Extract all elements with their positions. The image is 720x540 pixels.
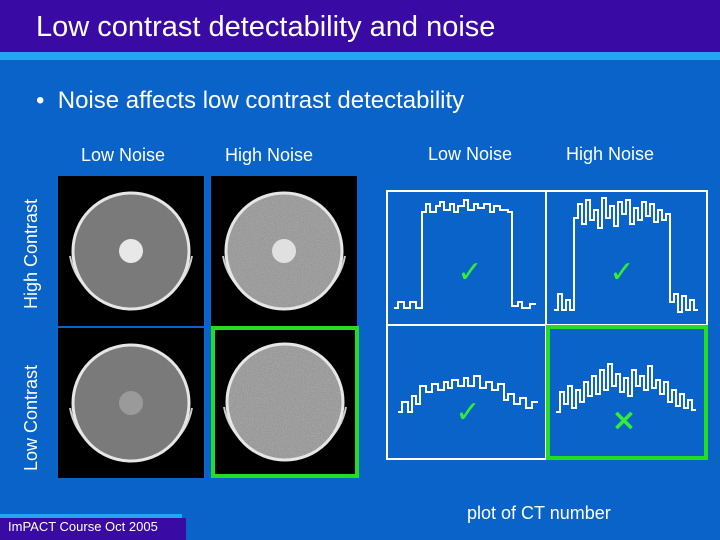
- footer-tab: [0, 518, 186, 540]
- slide-title: Low contrast detectability and noise: [36, 11, 496, 43]
- check-mark: ✓: [457, 255, 482, 290]
- ct-image-low-noise-low-contrast: [58, 328, 204, 478]
- check-mark: ✓: [455, 395, 480, 430]
- plot-caption: plot of CT number: [467, 503, 611, 523]
- title-bar: [0, 0, 720, 52]
- check-mark: ✓: [609, 255, 634, 290]
- title-accent-stripe: [0, 52, 720, 60]
- profile-high-noise-high-contrast: [554, 197, 698, 313]
- image-col-label-high-noise: High Noise: [225, 145, 314, 165]
- plot-col-label-low-noise: Low Noise: [428, 144, 513, 164]
- bullet-point: • Noise affects low contrast detectabili…: [36, 87, 464, 115]
- plot-highlight-box: [546, 325, 708, 460]
- profile-low-noise-low-contrast: [398, 375, 538, 413]
- ct-image-high-noise-low-contrast: [211, 326, 359, 478]
- bullet-text: Noise affects low contrast detectability: [57, 87, 465, 114]
- highlight-box: [211, 326, 359, 478]
- ct-number-plots: ✓ ✓ ✓ ×: [386, 190, 708, 460]
- ct-image-low-noise-high-contrast: [58, 176, 204, 326]
- ct-image-high-noise-high-contrast: [211, 176, 357, 326]
- cross-mark: ×: [611, 403, 636, 438]
- profile-high-noise-low-contrast: [556, 363, 696, 413]
- image-col-label-low-noise: Low Noise: [81, 145, 166, 165]
- profile-low-noise-high-contrast: [394, 199, 536, 309]
- plot-col-label-high-noise: High Noise: [566, 144, 655, 164]
- bullet-marker: •: [36, 87, 45, 114]
- row-label-low-contrast: Low Contrast: [21, 364, 41, 471]
- footer-text: ImPACT Course Oct 2005: [8, 519, 158, 534]
- row-label-high-contrast: High Contrast: [21, 198, 41, 309]
